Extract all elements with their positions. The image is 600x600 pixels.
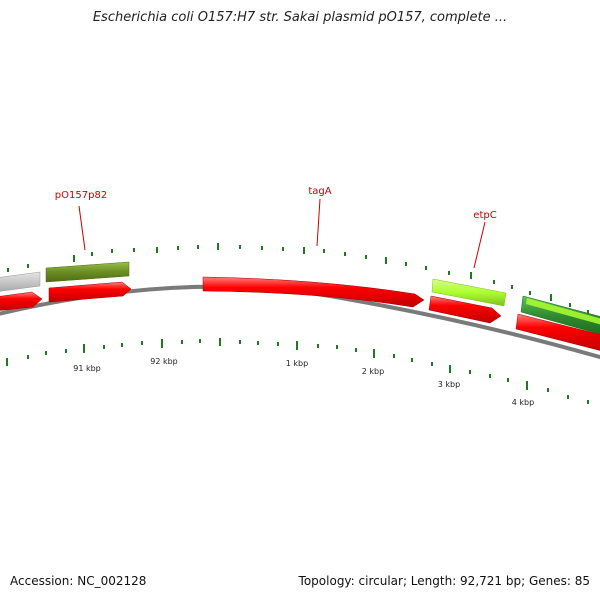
summary-text: Topology: circular; Length: 92,721 bp; G… xyxy=(298,574,590,588)
gene-feature-etpC[interactable] xyxy=(431,278,507,307)
scale-label-91kbp: 91 kbp xyxy=(73,364,101,373)
inner-tick-ring xyxy=(6,338,589,404)
label-leader-pO157p82 xyxy=(78,205,86,251)
gene-feature-red-right[interactable] xyxy=(515,313,600,352)
scale-label-3kbp: 3 kbp xyxy=(438,380,460,389)
gene-feature-red-etpC[interactable] xyxy=(428,295,502,324)
scale-label-4kbp: 4 kbp xyxy=(512,398,534,407)
map-title: Escherichia coli O157:H7 str. Sakai plas… xyxy=(92,10,508,25)
gene-feature-green[interactable] xyxy=(520,295,600,336)
gene-feature-red-pO157p82[interactable] xyxy=(48,281,132,303)
gene-label-pO157p82[interactable]: pO157p82 xyxy=(55,190,107,201)
gene-label-etpC[interactable]: etpC xyxy=(473,210,496,221)
outer-tick-ring xyxy=(7,243,589,314)
label-leader-tagA xyxy=(316,198,321,247)
gene-label-tagA[interactable]: tagA xyxy=(308,186,331,197)
scale-label-92kbp: 92 kbp xyxy=(150,357,178,366)
gene-feature-red-left[interactable] xyxy=(0,291,43,311)
gene-feature-grey[interactable] xyxy=(0,271,41,292)
accession-text: Accession: NC_002128 xyxy=(10,574,147,588)
gene-feature-red-tagA[interactable] xyxy=(202,276,425,308)
gene-feature-pO157p82[interactable] xyxy=(45,261,130,283)
scale-label-1kbp: 1 kbp xyxy=(286,359,308,368)
label-leader-etpC xyxy=(473,221,486,269)
scale-label-2kbp: 2 kbp xyxy=(362,367,384,376)
